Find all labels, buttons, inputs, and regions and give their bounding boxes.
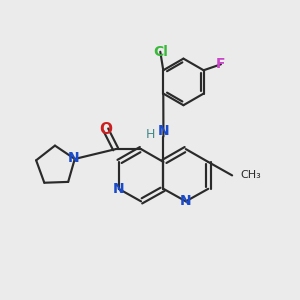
Text: CH₃: CH₃ (241, 170, 261, 180)
Text: N: N (158, 124, 169, 139)
Text: N: N (180, 194, 192, 208)
Text: N: N (113, 182, 124, 196)
Text: N: N (68, 152, 80, 165)
Text: Cl: Cl (153, 45, 168, 59)
Text: O: O (99, 122, 112, 137)
Text: F: F (216, 57, 226, 71)
Text: H: H (145, 128, 155, 141)
